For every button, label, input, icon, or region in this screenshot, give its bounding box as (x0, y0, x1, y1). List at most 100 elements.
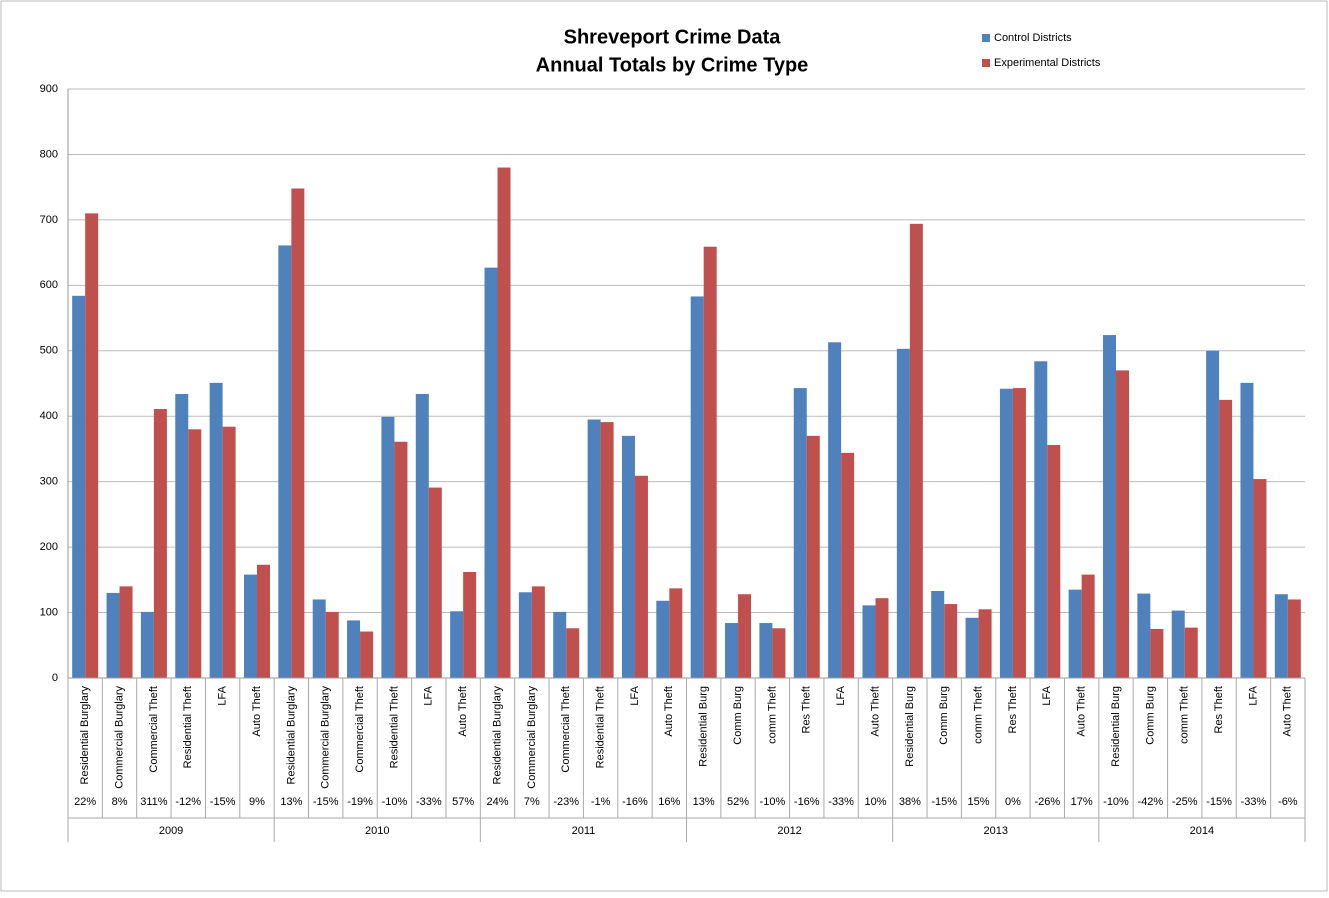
x-tick-label: Commercial Theft (148, 686, 160, 773)
bar (450, 611, 464, 678)
x-tick-label: LFA (1041, 685, 1053, 705)
x-tick-label: Auto Theft (457, 686, 469, 737)
bar (85, 213, 99, 678)
group-label: 2011 (572, 825, 596, 837)
x-tick-label: Residential Burg (698, 686, 710, 767)
change-label: 13% (280, 796, 302, 808)
bar (909, 223, 923, 678)
bar (669, 588, 683, 678)
change-label: -15% (931, 796, 957, 808)
bar (759, 623, 773, 678)
change-label: 52% (727, 796, 749, 808)
bar (965, 617, 979, 678)
bar (690, 296, 704, 678)
bar (978, 609, 992, 678)
bar (738, 594, 752, 678)
bar (415, 393, 429, 678)
x-tick-label: Residential Burglary (79, 686, 91, 785)
bar (106, 592, 120, 678)
bar (725, 623, 739, 678)
bar (531, 586, 545, 678)
x-tick-label: Comm Burg (938, 686, 950, 745)
bar (1240, 382, 1254, 678)
change-label: -16% (794, 796, 820, 808)
bar (600, 422, 614, 678)
change-label: 38% (899, 796, 921, 808)
change-label: -26% (1034, 796, 1060, 808)
legend-swatch (982, 34, 990, 42)
x-tick-label: Commercial Burglary (320, 686, 332, 789)
x-tick-label: Commercial Burglary (526, 686, 538, 789)
change-label: -1% (591, 796, 611, 808)
bar (209, 382, 223, 678)
change-label: 9% (249, 796, 265, 808)
bar (463, 571, 477, 678)
bar (999, 388, 1013, 678)
x-tick-label: Residential Burglary (491, 686, 503, 785)
change-label: -15% (1206, 796, 1232, 808)
bar (875, 598, 889, 678)
change-label: 57% (452, 796, 474, 808)
bar (841, 452, 855, 678)
bar (1068, 589, 1082, 678)
x-tick-label: comm Theft (766, 686, 778, 744)
y-tick-label: 300 (40, 476, 58, 488)
bar (621, 435, 635, 678)
bar (325, 611, 339, 678)
change-label: 10% (864, 796, 886, 808)
x-tick-label: Residential Burg (1110, 686, 1122, 767)
x-tick-label: Auto Theft (251, 686, 263, 737)
bar (1034, 361, 1048, 678)
y-tick-label: 0 (52, 672, 58, 684)
x-tick-label: Residential Theft (182, 686, 194, 768)
change-label: -33% (828, 796, 854, 808)
group-label: 2014 (1190, 825, 1214, 837)
bar (497, 167, 511, 679)
change-label: 0% (1005, 796, 1021, 808)
change-label: -10% (760, 796, 786, 808)
bar (1150, 628, 1164, 678)
change-label: -15% (210, 796, 236, 808)
y-tick-label: 400 (40, 410, 58, 422)
change-label: -10% (1103, 796, 1129, 808)
bar (222, 426, 236, 678)
change-label: -12% (175, 796, 201, 808)
x-tick-label: Residential Burglary (285, 686, 297, 785)
bar (140, 611, 154, 678)
change-label: -19% (347, 796, 373, 808)
x-tick-label: Commercial Theft (354, 686, 366, 773)
x-tick-label: LFA (1247, 685, 1259, 705)
change-label: 24% (486, 796, 508, 808)
change-label: -15% (313, 796, 339, 808)
change-label: 311% (140, 796, 168, 808)
group-label: 2010 (365, 825, 389, 837)
change-label: 22% (74, 796, 96, 808)
bar (1219, 399, 1233, 678)
x-tick-label: Res Theft (1213, 686, 1225, 734)
x-tick-label: LFA (629, 685, 641, 705)
x-tick-label: comm Theft (1179, 686, 1191, 744)
x-tick-label: Auto Theft (1282, 686, 1294, 737)
change-label: -33% (416, 796, 442, 808)
bar (1081, 574, 1095, 678)
change-label: 16% (658, 796, 680, 808)
x-tick-label: Res Theft (1007, 686, 1019, 734)
bar (381, 416, 395, 678)
x-tick-label: LFA (835, 685, 847, 705)
y-tick-label: 100 (40, 606, 58, 618)
chart-title: Shreveport Crime Data (564, 26, 782, 48)
group-label: 2012 (777, 825, 801, 837)
bar (931, 590, 945, 678)
y-tick-label: 500 (40, 345, 58, 357)
bar (119, 586, 133, 678)
x-tick-label: Residential Theft (388, 686, 400, 768)
x-tick-label: Comm Burg (732, 686, 744, 745)
legend-label: Experimental Districts (994, 57, 1101, 69)
bar (394, 441, 408, 678)
bar (243, 574, 257, 678)
bar (518, 592, 532, 678)
bar (1047, 445, 1061, 678)
bar (1274, 594, 1288, 678)
bar (312, 599, 326, 678)
x-tick-label: Comm Burg (1144, 686, 1156, 745)
